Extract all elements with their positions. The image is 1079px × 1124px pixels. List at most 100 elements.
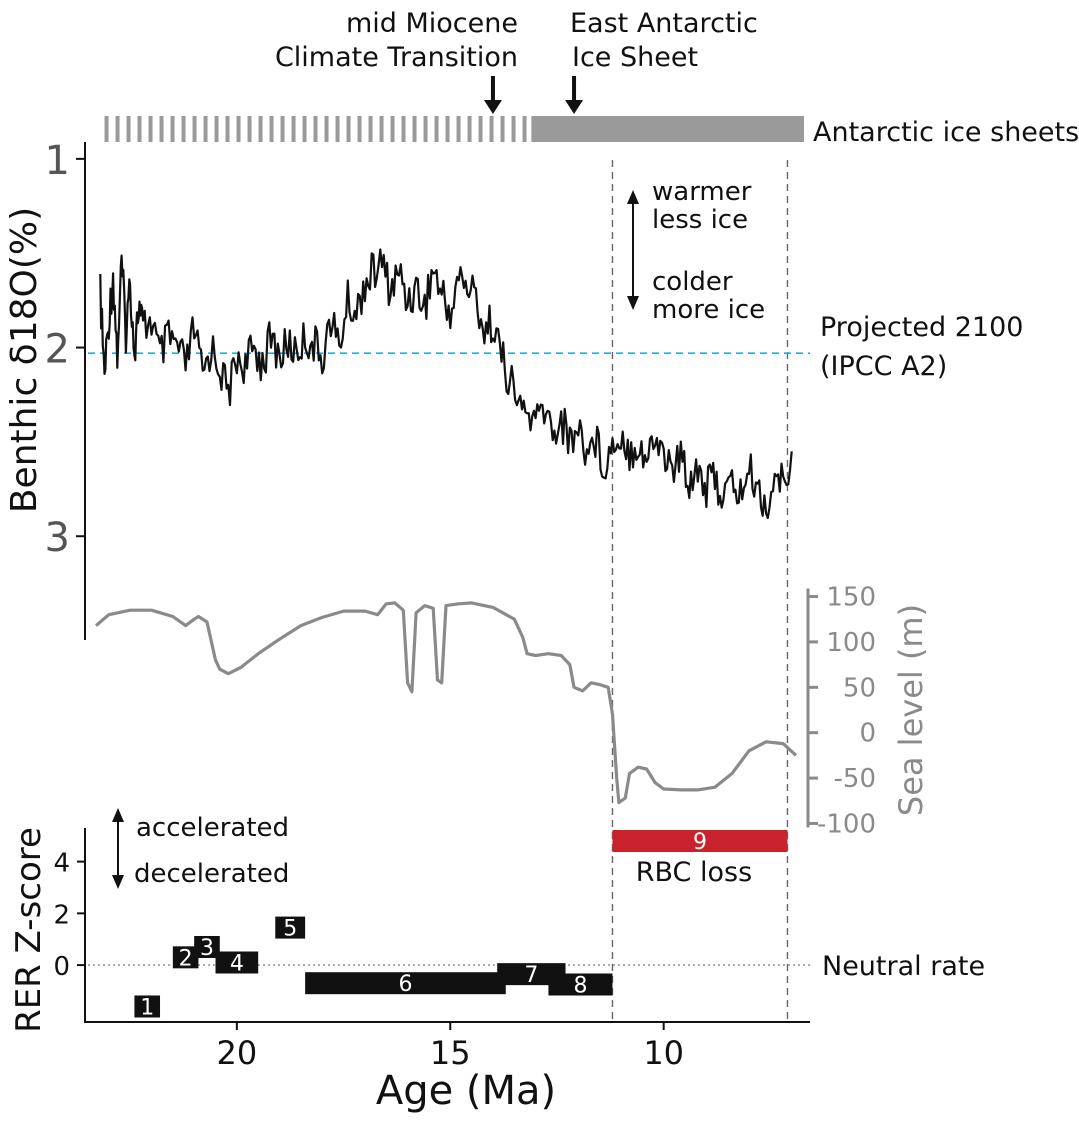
x-tick-label: 20 [216,1034,257,1072]
rbc-segment-number: 9 [693,830,707,855]
ice-sheet-dash [390,116,395,142]
ice-sheet-dash [357,116,362,142]
ice-sheet-dash [489,116,494,142]
rate-down-arrowhead [112,875,124,889]
rer-tick-label: 2 [53,900,70,930]
sea-level-tick-label: 0 [859,719,876,749]
ice-sheet-dash [181,116,186,142]
x-axis-label: Age (Ma) [376,1068,556,1114]
more-ice-label: more ice [652,295,765,325]
ice-sheet-dash [170,116,175,142]
ice-sheet-dash [423,116,428,142]
ice-sheet-dash [324,116,329,142]
rer-tick-label: 0 [53,952,70,982]
ice-sheet-dash [335,116,340,142]
climate-down-arrowhead [627,296,639,310]
d18o-tick-label: 3 [45,515,70,561]
rer-segment-bar [134,995,161,1018]
ice-sheet-dash [148,116,153,142]
ice-sheet-dash [346,116,351,142]
ice-sheet-label: Antarctic ice sheets [813,117,1079,148]
sea-level-tick-label: 50 [843,673,876,703]
ice-sheet-dash [115,116,120,142]
ice-sheet-dash [104,116,109,142]
ice-sheet-dash [280,116,285,142]
ice-sheet-bar: Antarctic ice sheets [104,116,1079,148]
d18o-y-ticks: 1 2 3 [45,138,85,561]
ice-sheet-dash [445,116,450,142]
rer-segment-number: 5 [283,917,297,942]
d18o-y-axis-label: Benthic δ18O(%) [4,207,45,513]
ice-sheet-dash [137,116,142,142]
rer-y-axis-label: RER Z-score [9,827,49,1033]
sea-level-series-line [94,601,798,805]
rer-segment-number: 6 [398,972,412,997]
rer-segments: 12 34 5 6 7 8 [134,916,613,1020]
ice-sheet-dash [236,116,241,142]
ice-sheet-dash [159,116,164,142]
decelerated-label: decelerated [134,859,289,889]
d18o-series-line [99,248,793,520]
rer-segment-number: 4 [230,952,244,977]
ice-sheet-dash [269,116,274,142]
ice-sheet-dash [247,116,252,142]
rer-segment-bar [215,951,259,974]
event-eais-line2: Ice Sheet [572,42,698,73]
x-tick-label: 15 [430,1034,471,1072]
ice-sheet-dash [291,116,296,142]
sea-level-y-ticks: 150 100 50 0 -50 -100 [808,583,876,839]
ice-sheet-dash [401,116,406,142]
ice-sheet-dash [214,116,219,142]
colder-label: colder [652,267,733,297]
ice-sheet-dash [203,116,208,142]
rer-segment-number: 3 [200,936,214,961]
x-tick-label: 10 [643,1034,684,1072]
ice-sheet-dash [511,116,516,142]
rbc-loss-bar [612,830,788,852]
warmer-label: warmer [652,177,752,207]
ice-sheet-dashed-segment [104,116,527,142]
ice-sheet-dash [478,116,483,142]
rer-tick-label: 4 [53,849,70,879]
rer-segment-bar [305,972,506,995]
less-ice-label: less ice [652,205,748,235]
rer-y-ticks: 4 2 0 [53,849,85,982]
rer-segment-bar [194,935,220,958]
d18o-tick-label: 2 [45,327,70,373]
ice-sheet-dash [313,116,318,142]
rer-segment-number: 2 [179,946,193,971]
climate-up-arrowhead [627,190,639,204]
x-axis-ticks: 20 15 10 [216,1022,684,1072]
projection-label-line1: Projected 2100 [820,312,1023,343]
ice-sheet-dash [412,116,417,142]
ice-sheet-dash [522,116,527,142]
rate-up-arrowhead [112,808,124,822]
event-mmct-line1: mid Miocene [346,8,518,39]
rbc-loss-caption: RBC loss [636,857,752,888]
d18o-tick-label: 1 [45,138,70,184]
rer-segment-bar [172,946,199,969]
event-eais-arrow [565,76,584,114]
projection-label-line2: (IPCC A2) [820,351,947,382]
ice-sheet-dash [500,116,505,142]
d18o-panel: 1 2 3 Benthic δ18O(%) Projected 2100 (IPCC… [4,138,1023,640]
rer-segment-bar [548,973,613,996]
ice-sheet-dash [379,116,384,142]
event-mmct-arrow [483,76,502,114]
ice-sheet-dash [456,116,461,142]
event-annotations: mid Miocene Climate Transition East Anta… [275,8,758,114]
ice-sheet-dash [368,116,373,142]
ice-sheet-dash [225,116,230,142]
ice-sheet-dash [467,116,472,142]
sea-level-panel: 150 100 50 0 -50 -100 Sea level (m) [94,583,930,839]
sea-level-tick-label: -50 [834,764,876,794]
ice-sheet-dash [434,116,439,142]
neutral-rate-label: Neutral rate [822,951,985,982]
ice-sheet-dash [258,116,263,142]
event-eais-line1: East Antarctic [570,8,758,39]
rer-segment-bar [275,916,306,939]
ice-sheet-dash [192,116,197,142]
event-mmct-line2: Climate Transition [275,42,518,73]
